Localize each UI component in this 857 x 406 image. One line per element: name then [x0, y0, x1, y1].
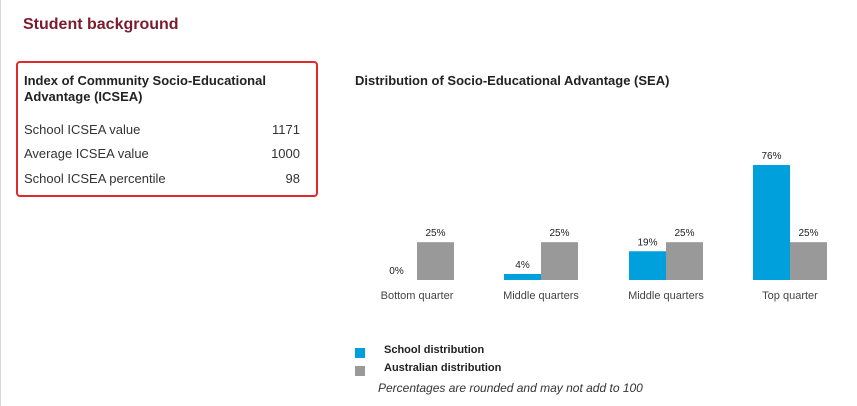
icsea-row-percentile: School ICSEA percentile 98 [24, 171, 300, 189]
section-title: Student background [23, 16, 179, 33]
bar-value-label: 76% [761, 151, 781, 162]
bar-value-label: 25% [425, 228, 445, 239]
category-label: Top quarter [762, 290, 818, 302]
legend-swatch-school [355, 348, 365, 358]
icsea-row-value: 98 [285, 171, 300, 186]
icsea-panel: Index of Community Socio-Educational Adv… [16, 61, 318, 197]
category-label: Bottom quarter [381, 290, 454, 302]
category-label: Middle quarters [503, 290, 579, 302]
bar-value-label: 0% [389, 266, 404, 277]
icsea-row-average-value: Average ICSEA value 1000 [24, 146, 300, 164]
legend-label: School distribution [384, 344, 485, 356]
bar-value-label: 4% [515, 260, 530, 271]
bar-australian [417, 242, 454, 280]
bar-school [753, 165, 790, 280]
legend-note: Percentages are rounded and may not add … [378, 381, 643, 395]
category-label: Middle quarters [628, 290, 704, 302]
bar-australian [666, 242, 703, 280]
icsea-row-label: Average ICSEA value [24, 146, 149, 161]
bar-value-label: 25% [798, 228, 818, 239]
icsea-row-value: 1000 [271, 146, 300, 161]
left-border [0, 0, 1, 406]
bar-school [504, 273, 541, 280]
chart-title: Distribution of Socio-Educational Advant… [355, 73, 670, 88]
icsea-heading: Index of Community Socio-Educational Adv… [24, 73, 266, 104]
bar-school [629, 251, 666, 280]
icsea-row-label: School ICSEA value [24, 122, 141, 137]
icsea-row-school-value: School ICSEA value 1171 [24, 122, 300, 140]
bar-value-label: 19% [637, 237, 657, 248]
bar-australian [790, 242, 827, 280]
bar-australian [541, 242, 578, 280]
legend-swatch-australian [355, 366, 365, 376]
icsea-row-value: 1171 [272, 122, 300, 137]
legend-label: Australian distribution [384, 362, 502, 374]
bar-value-label: 25% [549, 228, 569, 239]
icsea-row-label: School ICSEA percentile [24, 171, 166, 186]
bar-value-label: 25% [674, 228, 694, 239]
